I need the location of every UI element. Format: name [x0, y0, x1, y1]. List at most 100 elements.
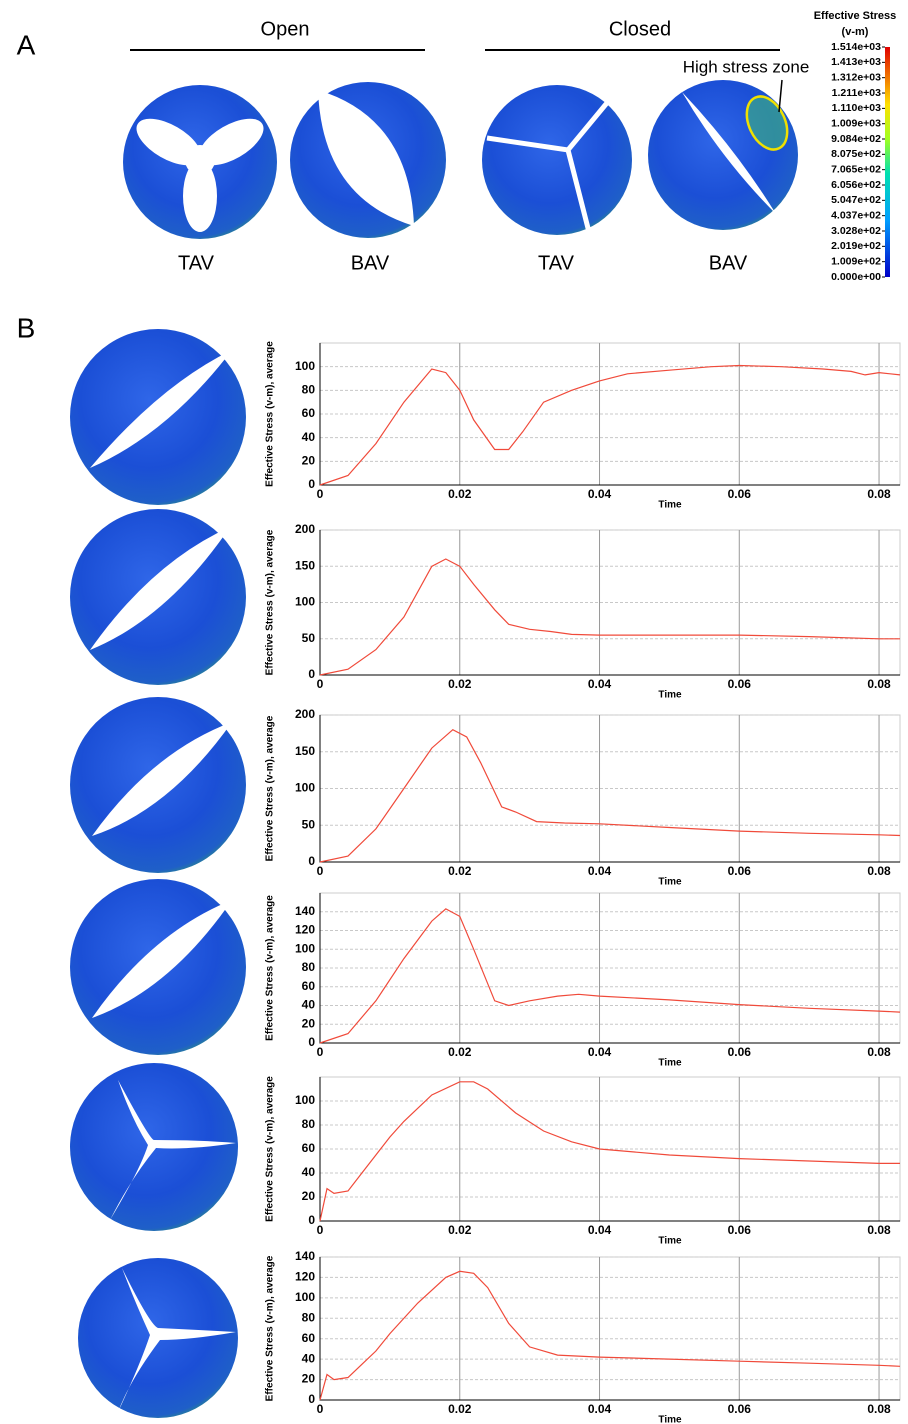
- x-tick-label: 0.06: [728, 677, 752, 691]
- valve-image: [70, 879, 246, 1055]
- y-tick-label: 20: [302, 454, 316, 468]
- valve-image: [290, 82, 446, 238]
- data-line: [319, 1081, 900, 1222]
- y-tick-label: 60: [302, 979, 316, 993]
- y-tick-label: 140: [295, 1249, 315, 1263]
- panel-label: B: [17, 312, 36, 343]
- y-axis-label: Effective Stress (v-m), average: [265, 1255, 276, 1401]
- annotation: High stress zone: [683, 57, 810, 76]
- y-tick-label: 140: [295, 904, 315, 918]
- y-tick-label: 100: [295, 1290, 315, 1304]
- valve-label: BAV: [351, 252, 390, 274]
- group-label: Closed: [609, 18, 671, 40]
- x-tick-label: 0: [317, 1045, 324, 1059]
- y-tick-label: 120: [295, 1270, 315, 1284]
- y-axis-label: Effective Stress (v-m), average: [265, 1076, 276, 1222]
- y-tick-label: 100: [295, 1093, 315, 1107]
- x-tick-label: 0.06: [728, 487, 752, 501]
- x-tick-label: 0.04: [588, 864, 612, 878]
- x-tick-label: 0.02: [448, 677, 472, 691]
- valve-image: [70, 1063, 238, 1231]
- y-axis-label: Effective Stress (v-m), average: [265, 895, 276, 1041]
- valve-label: BAV: [709, 252, 748, 274]
- x-tick-label: 0.02: [448, 1045, 472, 1059]
- colorbar-tick-label: 2.019e+02: [831, 240, 881, 252]
- y-tick-label: 80: [302, 1310, 316, 1324]
- y-tick-label: 0: [308, 667, 315, 681]
- valve-label: TAV: [538, 252, 575, 274]
- colorbar-title: Effective Stress: [814, 10, 897, 22]
- colorbar-tick-label: 7.065e+02: [831, 163, 881, 175]
- x-tick-label: 0.04: [588, 1045, 612, 1059]
- colorbar-tick-label: 1.009e+03: [831, 117, 881, 129]
- data-line: [319, 364, 901, 486]
- data-line: [319, 728, 901, 863]
- x-tick-label: 0.04: [588, 677, 612, 691]
- y-tick-label: 60: [302, 1141, 316, 1155]
- y-tick-label: 0: [308, 477, 315, 491]
- colorbar-tick-label: 1.110e+03: [832, 102, 882, 114]
- x-tick-label: 0.02: [448, 1402, 472, 1416]
- y-tick-label: 0: [308, 1392, 315, 1406]
- x-tick-label: 0.08: [867, 864, 891, 878]
- colorbar-tick-label: 6.056e+02: [831, 179, 881, 191]
- y-tick-label: 100: [295, 595, 315, 609]
- y-tick-label: 40: [302, 998, 316, 1012]
- colorbar-tick-label: 1.312e+03: [831, 71, 881, 83]
- colorbar-tick-label: 3.028e+02: [831, 225, 881, 237]
- x-tick-label: 0.08: [867, 1402, 891, 1416]
- x-axis-label: Time: [658, 1415, 682, 1424]
- x-tick-label: 0.04: [588, 487, 612, 501]
- y-tick-label: 60: [302, 1331, 316, 1345]
- x-axis-label: Time: [658, 877, 682, 888]
- x-tick-label: 0.06: [728, 1223, 752, 1237]
- y-tick-label: 50: [302, 631, 316, 645]
- x-tick-label: 0.02: [448, 864, 472, 878]
- data-line: [319, 558, 900, 676]
- plot-area: [319, 1256, 901, 1401]
- y-tick-label: 100: [295, 941, 315, 955]
- y-tick-label: 0: [308, 1035, 315, 1049]
- y-tick-label: 20: [302, 1016, 316, 1030]
- y-axis-label: Effective Stress (v-m), average: [265, 715, 276, 861]
- y-tick-label: 200: [295, 522, 315, 536]
- y-tick-label: 80: [302, 960, 316, 974]
- x-tick-label: 0.04: [588, 1402, 612, 1416]
- valve-label: TAV: [178, 252, 215, 274]
- colorbar-tick-label: 1.413e+03: [831, 56, 881, 68]
- colorbar-tick-label: 8.075e+02: [831, 148, 881, 160]
- valve-image: [78, 1258, 238, 1418]
- y-tick-label: 80: [302, 383, 316, 397]
- x-tick-label: 0: [317, 677, 324, 691]
- y-tick-label: 40: [302, 1165, 316, 1179]
- colorbar-tick-label: 5.047e+02: [831, 194, 881, 206]
- x-tick-label: 0.06: [728, 1402, 752, 1416]
- x-tick-label: 0.06: [728, 864, 752, 878]
- x-tick-label: 0.02: [448, 1223, 472, 1237]
- y-axis-label: Effective Stress (v-m), average: [265, 341, 276, 487]
- valve-image: [70, 509, 246, 685]
- x-tick-label: 0.04: [588, 1223, 612, 1237]
- y-tick-label: 100: [295, 781, 315, 795]
- y-tick-label: 150: [295, 558, 315, 572]
- valve-image: [123, 85, 277, 239]
- valve-image: [482, 85, 632, 237]
- data-line: [319, 908, 901, 1044]
- x-tick-label: 0.06: [728, 1045, 752, 1059]
- x-axis-label: Time: [658, 1236, 682, 1247]
- y-tick-label: 60: [302, 406, 316, 420]
- x-tick-label: 0.08: [867, 1045, 891, 1059]
- y-axis-label: Effective Stress (v-m), average: [265, 529, 276, 675]
- y-tick-label: 20: [302, 1189, 316, 1203]
- y-tick-label: 100: [295, 359, 315, 373]
- group-label: Open: [261, 18, 310, 40]
- y-tick-label: 0: [308, 854, 315, 868]
- x-axis-label: Time: [658, 1058, 682, 1069]
- y-tick-label: 120: [295, 923, 315, 937]
- y-tick-label: 200: [295, 707, 315, 721]
- panel-label: A: [17, 29, 36, 60]
- y-tick-label: 0: [308, 1213, 315, 1227]
- y-tick-label: 20: [302, 1372, 316, 1386]
- colorbar-tick-label: 4.037e+02: [831, 209, 881, 221]
- x-tick-label: 0: [317, 487, 324, 501]
